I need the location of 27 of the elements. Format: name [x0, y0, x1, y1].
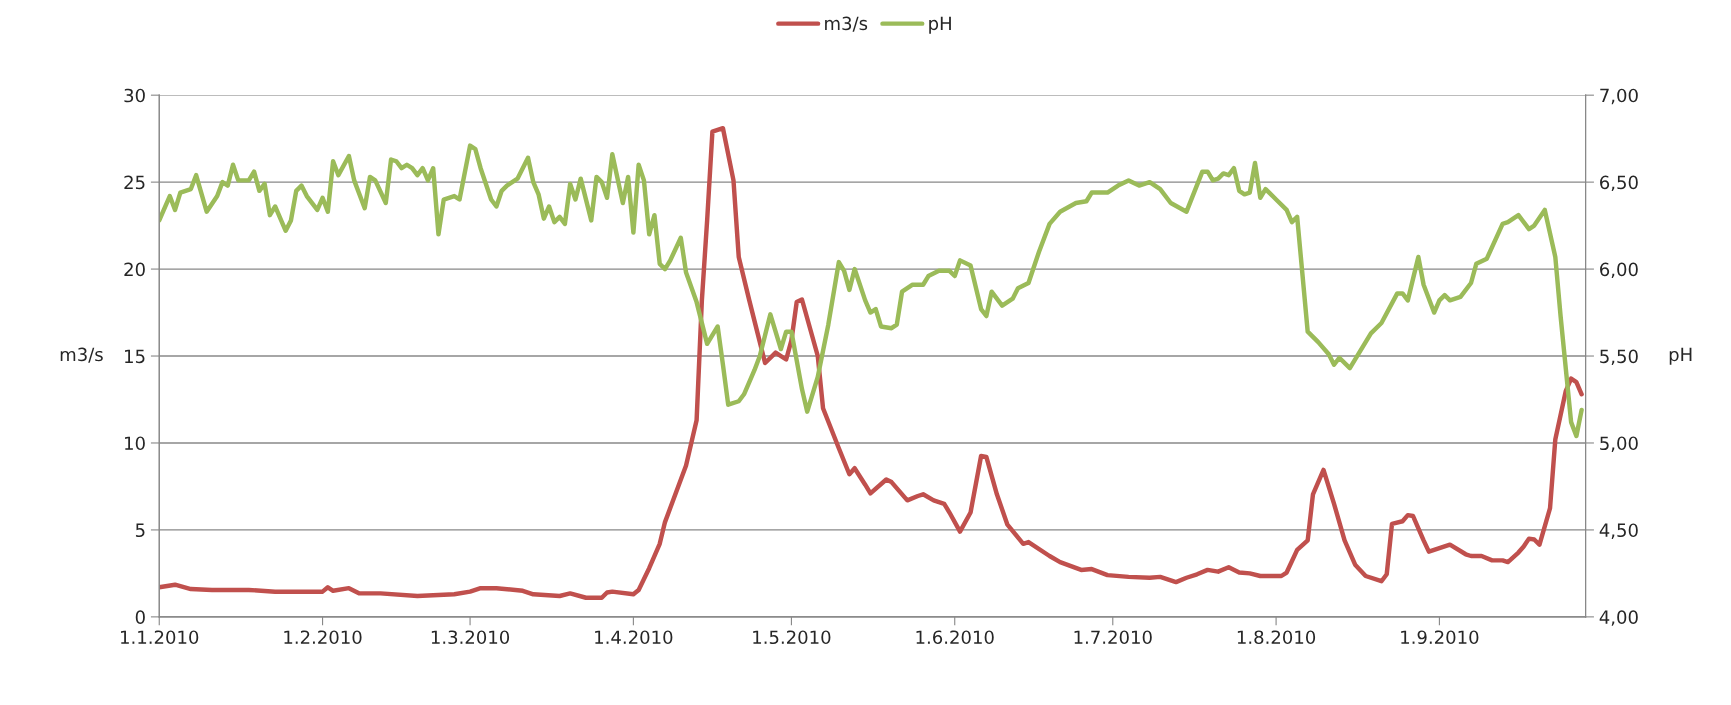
y-tick-label: 25 — [124, 175, 145, 190]
y2-tick-label: 5,50 — [1600, 349, 1638, 365]
y2-tick-label: 5,00 — [1600, 436, 1638, 452]
y-tick-label: 20 — [124, 262, 145, 277]
y-axis-title: m3/s — [60, 347, 103, 363]
y-tick-label: 30 — [124, 88, 145, 103]
y2-axis-title: pH — [1669, 347, 1692, 365]
legend-label: m3/s — [825, 16, 868, 32]
y-tick-label: 5 — [135, 523, 145, 538]
y-tick-label: 15 — [125, 349, 145, 364]
x-tick-label: 1.7.2010 — [1074, 630, 1152, 645]
x-tick-label: 1.9.2010 — [1401, 630, 1479, 645]
x-tick-label: 1.3.2010 — [431, 630, 510, 645]
x-tick-label: 1.2.2010 — [284, 630, 362, 645]
y2-tick-label: 6,50 — [1600, 175, 1638, 192]
y2-tick-label: 7,00 — [1600, 88, 1638, 105]
x-tick-label: 1.6.2010 — [916, 630, 994, 645]
y2-tick-label: 4,00 — [1599, 610, 1638, 626]
legend-label: pH — [929, 16, 951, 34]
y2-tick-label: 4,50 — [1599, 523, 1638, 539]
x-tick-label: 1.1.2010 — [121, 630, 199, 645]
x-tick-label: 1.5.2010 — [753, 630, 831, 645]
x-tick-label: 1.4.2010 — [595, 630, 673, 645]
y2-tick-label: 6,00 — [1600, 262, 1638, 279]
x-tick-label: 1.8.2010 — [1237, 630, 1316, 645]
y-tick-label: 0 — [135, 610, 145, 624]
y-tick-label: 10 — [125, 436, 145, 451]
